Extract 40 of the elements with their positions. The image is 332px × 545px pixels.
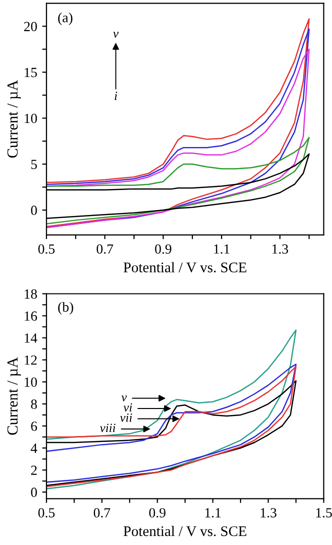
y-tick-label: 6 (31, 422, 38, 431)
x-tick-label: 0.7 (96, 244, 114, 254)
y-tick-label: 16 (24, 311, 38, 321)
y-tick-label: 2 (31, 466, 37, 475)
y-tick-label: 5 (31, 160, 37, 170)
y-tick-label: 4 (30, 444, 38, 453)
annotation: (b) (58, 302, 74, 315)
y-tick-label: 20 (24, 22, 37, 32)
annotation: i (114, 92, 118, 100)
x-tick-label: 1.3 (272, 244, 288, 254)
x-tick-label: 1.3 (260, 508, 276, 518)
y-tick-label: 15 (24, 68, 37, 78)
y-axis-title: Current / µA (7, 357, 21, 435)
annotation: v (121, 396, 127, 402)
y-tick-label: 10 (24, 377, 37, 387)
annotation: viii (100, 424, 116, 432)
y-axis-title: Current / µA (7, 80, 21, 158)
y-tick-label: 12 (24, 355, 37, 365)
x-axis-title: Potential / V vs. SCE (124, 262, 246, 272)
annotation: (a) (58, 12, 72, 26)
x-axis-title: Potential / V vs. SCE (124, 526, 246, 536)
line-series (46, 136, 310, 224)
x-tick-label: 0.7 (94, 508, 110, 518)
y-tick-label: 18 (24, 289, 37, 299)
x-tick-label: 0.9 (155, 244, 172, 254)
x-tick-label: 1.1 (205, 508, 221, 518)
y-tick-label: 10 (24, 114, 37, 124)
annotation: v (113, 32, 119, 38)
x-tick-label: 1.5 (316, 508, 332, 518)
x-tick-label: 1.1 (214, 244, 230, 254)
annotation: vii (120, 413, 132, 422)
y-tick-label: 0 (31, 488, 37, 498)
x-tick-label: 0.9 (149, 508, 166, 518)
annotation: vi (124, 403, 132, 412)
y-tick-label: 0 (31, 206, 37, 216)
x-tick-label: 0.5 (38, 508, 55, 518)
x-tick-label: 0.5 (38, 244, 55, 254)
y-tick-label: 14 (24, 333, 38, 343)
line-series (46, 329, 297, 490)
y-tick-label: 8 (31, 400, 37, 409)
